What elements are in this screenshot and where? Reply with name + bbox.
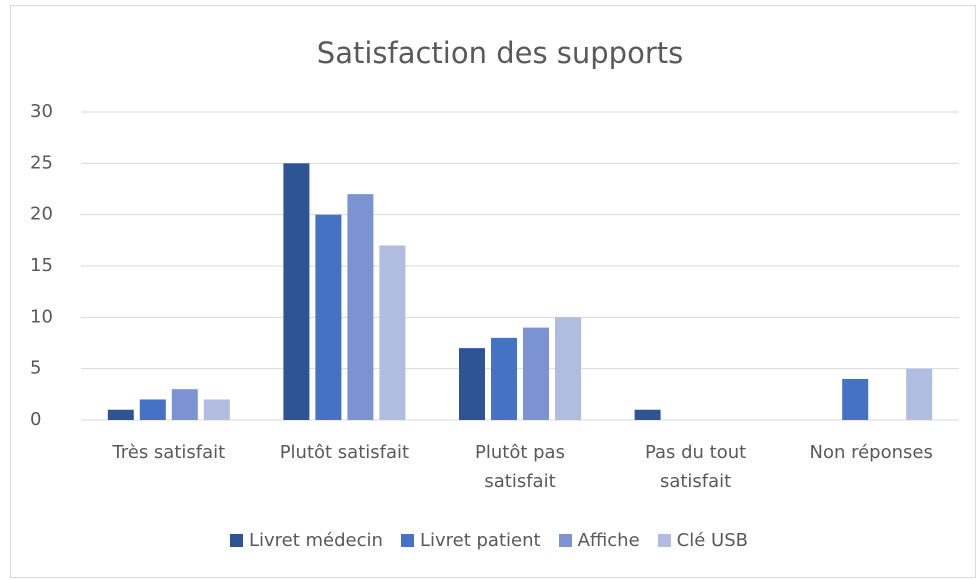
bar: [107, 409, 134, 420]
bar: [139, 399, 166, 420]
bar: [203, 399, 230, 420]
x-tick-label: Très satisfait: [112, 442, 226, 463]
legend-swatch: [657, 534, 671, 547]
bar: [283, 163, 310, 421]
legend-item: Clé USB: [657, 530, 748, 551]
x-tick-label: Non réponses: [809, 442, 933, 463]
legend: Livret médecin Livret patient Affiche Clé U…: [0, 530, 978, 551]
legend-swatch: [229, 534, 243, 547]
legend-swatch: [400, 534, 414, 547]
bar: [379, 245, 406, 420]
bar: [171, 389, 198, 420]
x-tick-label: Plutôt satisfait: [279, 442, 410, 463]
bar: [347, 194, 374, 420]
legend-label: Livret patient: [419, 530, 541, 551]
y-tick-label: 15: [30, 255, 53, 276]
legend-label: Clé USB: [676, 530, 748, 551]
y-tick-label: 20: [30, 204, 53, 225]
y-tick-label: 5: [30, 358, 41, 379]
bar: [459, 348, 485, 420]
x-tick-label: Plutôt pas satisfait: [475, 442, 565, 492]
bar: [842, 378, 869, 420]
legend-item: Affiche: [558, 530, 640, 551]
y-tick-label: 10: [30, 306, 53, 327]
bar: [523, 327, 549, 420]
bar: [555, 317, 581, 420]
y-tick-label: 0: [30, 409, 41, 430]
legend-item: Livret patient: [400, 530, 541, 551]
y-tick-label: 30: [30, 101, 53, 122]
bar: [634, 409, 661, 420]
legend-label: Affiche: [577, 530, 640, 551]
chart-title: Satisfaction des supports: [317, 36, 683, 70]
legend-item: Livret médecin: [229, 530, 383, 551]
chart-frame: [10, 5, 976, 578]
legend-swatch: [558, 534, 572, 547]
bar: [315, 214, 342, 420]
legend-label: Livret médecin: [248, 530, 383, 551]
bar: [906, 368, 933, 420]
bar: [491, 337, 517, 420]
y-tick-label: 25: [30, 152, 53, 173]
x-tick-label: Pas du tout satisfait: [644, 442, 747, 492]
